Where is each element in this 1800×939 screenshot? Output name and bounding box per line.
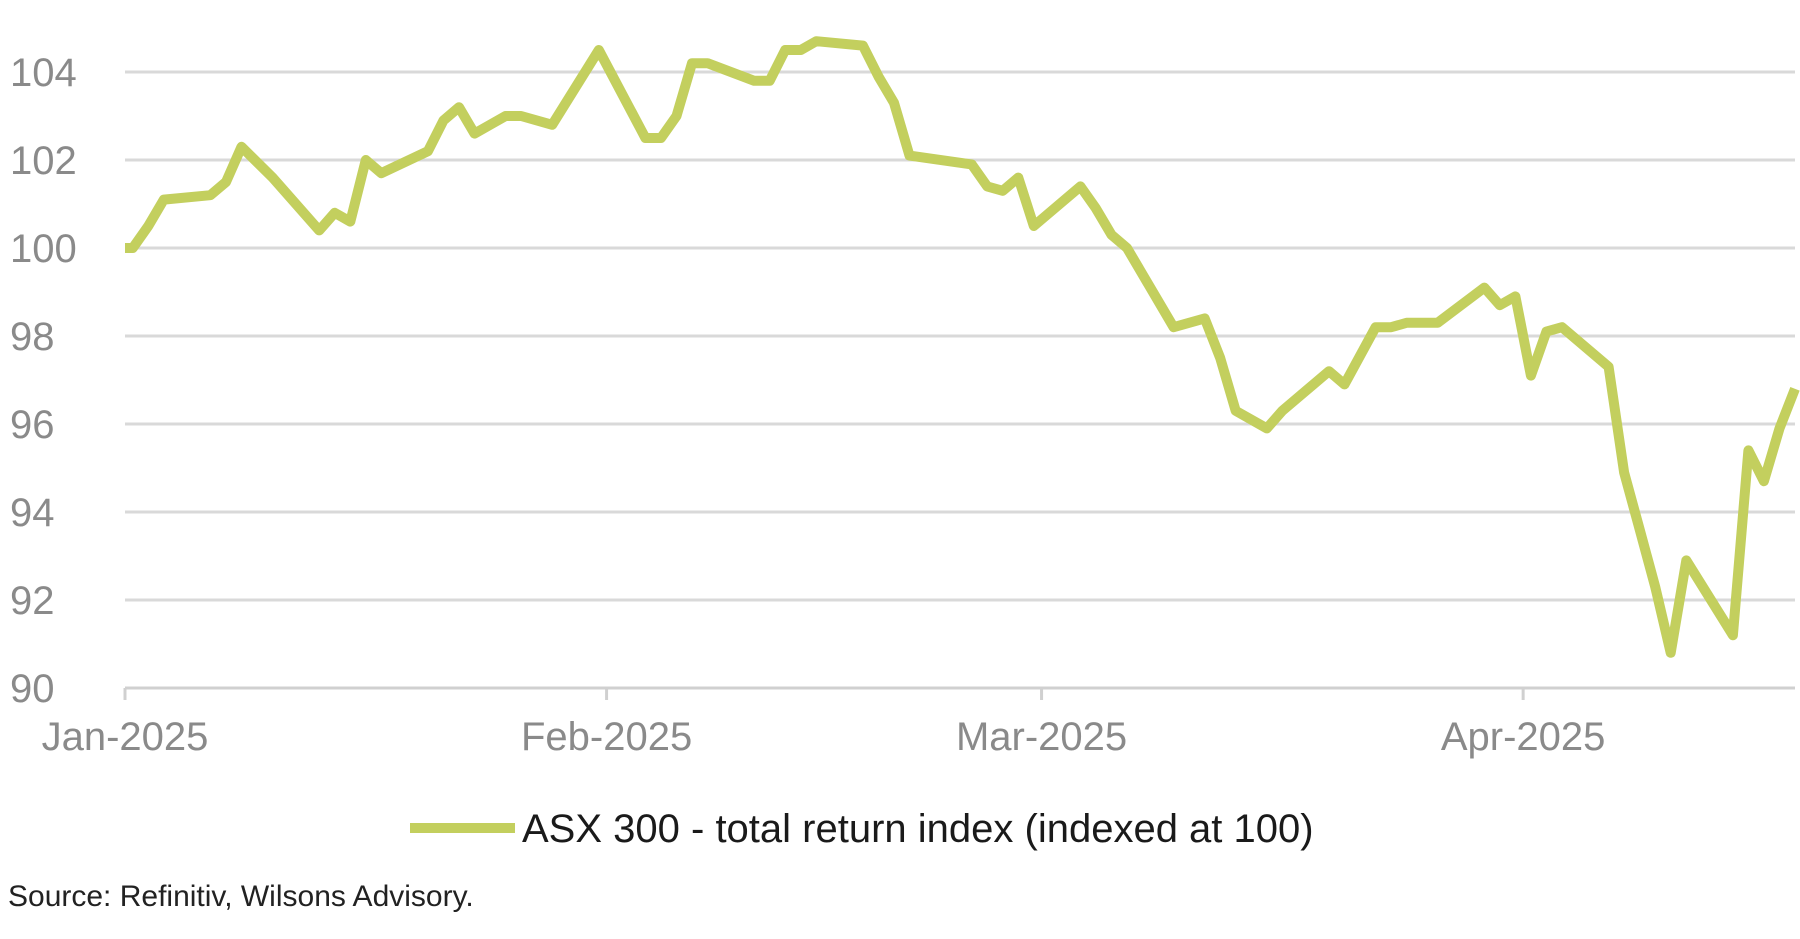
x-tick-label: Mar-2025 [956,715,1127,759]
x-axis-ticks: Jan-2025 Feb-2025 Mar-2025 Apr-2025 [42,688,1606,759]
y-tick-label: 92 [10,579,55,623]
legend: ASX 300 - total return index (indexed at… [410,807,1314,851]
y-tick-label: 90 [10,667,55,711]
x-tick-label: Jan-2025 [42,715,209,759]
source-note: Source: Refinitiv, Wilsons Advisory. [8,880,474,913]
y-tick-label: 102 [10,139,77,183]
legend-label: ASX 300 - total return index (indexed at… [522,807,1314,851]
x-tick-label: Apr-2025 [1441,715,1606,759]
y-axis-tick-labels: 90 92 94 96 98 100 102 104 [10,51,77,711]
y-tick-label: 94 [10,491,55,535]
y-tick-label: 100 [10,227,77,271]
y-tick-label: 104 [10,51,77,95]
y-tick-label: 96 [10,403,55,447]
y-tick-label: 98 [10,315,55,359]
x-tick-label: Feb-2025 [521,715,692,759]
series-line-asx300 [125,36,1800,658]
